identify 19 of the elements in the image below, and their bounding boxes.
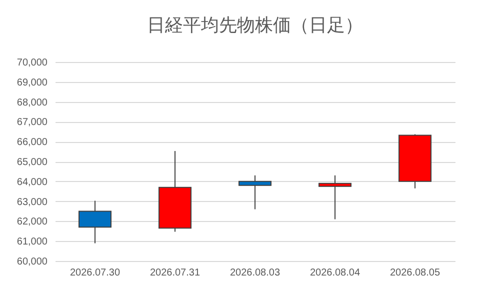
x-tick-label: 2026.07.31 xyxy=(150,268,200,278)
y-tick-label: 60,000 xyxy=(16,256,48,268)
y-tick-label: 65,000 xyxy=(16,157,48,168)
chart-title: 日経平均先物株価（日足） xyxy=(147,15,363,35)
y-tick-label: 61,000 xyxy=(16,236,48,248)
y-tick-label: 63,000 xyxy=(16,196,48,208)
y-tick-label: 69,000 xyxy=(16,77,48,88)
y-tick-label: 68,000 xyxy=(16,97,48,108)
y-tick-label: 64,000 xyxy=(16,176,48,188)
x-tick-label: 2026.08.04 xyxy=(310,268,360,278)
y-tick-label: 66,000 xyxy=(16,137,48,148)
candlestick xyxy=(238,174,272,210)
x-tick-label: 2026.08.05 xyxy=(390,268,440,278)
y-tick-label: 62,000 xyxy=(16,216,48,228)
y-tick-label: 70,000 xyxy=(16,58,48,68)
candlestick xyxy=(318,174,352,220)
y-tick-label: 67,000 xyxy=(16,117,48,128)
x-tick-label: 2026.08.03 xyxy=(230,268,280,278)
x-tick-label: 2026.07.30 xyxy=(70,268,120,278)
